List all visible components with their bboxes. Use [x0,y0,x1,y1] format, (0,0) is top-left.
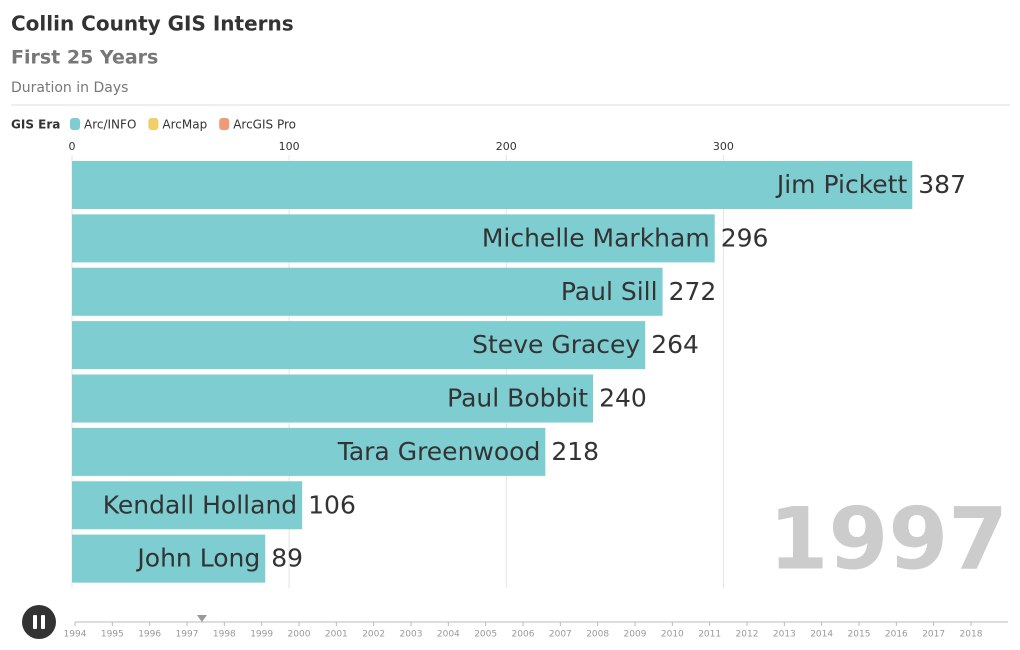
timeline-label: 2009 [624,630,647,640]
value-label: 106 [308,490,356,519]
timeline-label: 1996 [138,630,161,640]
bar [72,161,913,210]
bar [72,427,546,476]
bar [72,534,266,583]
legend-swatch [70,118,80,130]
timeline-label: 1995 [101,630,124,640]
bar-label: Tara Greenwood [337,437,541,466]
bar-label: Kendall Holland [103,490,297,519]
bar-label: Jim Pickett [775,170,908,199]
bar [72,321,646,370]
timeline-label: 1994 [64,630,87,640]
bar [72,374,594,423]
timeline-label: 1999 [250,630,273,640]
timeline-label: 1998 [213,630,236,640]
timeline-label: 2013 [773,630,796,640]
bar-label: Steve Gracey [472,330,640,359]
legend-swatch [219,118,230,130]
value-label: 296 [721,223,769,252]
legend-label: Arc/INFO [84,118,136,132]
x-tick-label: 100 [279,140,300,153]
play-circle[interactable] [22,605,56,639]
legend-label: ArcGIS Pro [233,118,296,132]
x-tick-label: 300 [713,140,734,153]
timeline-label: 2005 [474,630,497,640]
x-tick-label: 200 [496,140,517,153]
bar-label: Paul Bobbit [447,384,588,413]
timeline-label: 2007 [549,630,572,640]
timeline-label: 2011 [698,630,721,640]
timeline-label: 2012 [736,630,759,640]
timeline-label: 1997 [176,630,199,640]
pause-bar[interactable] [41,615,45,629]
bar [72,481,303,530]
legend-label: ArcMap [162,118,207,132]
timeline-label: 2000 [288,630,311,640]
value-label: 89 [271,544,303,573]
value-label: 387 [918,170,966,199]
play-button[interactable] [22,605,56,639]
legend-swatch [148,118,159,130]
value-label: 240 [599,384,647,413]
timeline-label: 2003 [400,630,423,640]
timeline-label: 2018 [960,630,983,640]
timeline-label: 2017 [922,630,945,640]
bar [72,214,715,263]
x-tick-label: 0 [69,140,76,153]
timeline-marker [196,615,207,622]
legend-title: GIS Era [11,118,60,132]
bar-label: Paul Sill [561,277,658,306]
timeline-label: 2016 [885,630,908,640]
timeline-label: 2006 [512,630,535,640]
timeline-label: 2002 [362,630,385,640]
bar [72,267,663,316]
year-watermark: 1997 [769,489,1008,589]
value-label: 264 [651,330,699,359]
value-label: 218 [551,437,599,466]
timeline-label: 2015 [848,630,871,640]
bar-label: Michelle Markham [482,223,710,252]
value-label: 272 [669,277,717,306]
pause-bar[interactable] [33,615,37,629]
chart-title: Collin County GIS Interns [11,12,294,36]
timeline-label: 2001 [325,630,348,640]
chart-subtitle: First 25 Years [11,47,158,69]
timeline-label: 2010 [661,630,684,640]
timeline-label: 2014 [810,630,833,640]
timeline-label: 2008 [586,630,609,640]
caption: Duration in Days [11,80,128,96]
bar-label: John Long [135,544,260,573]
timeline-label: 2004 [437,630,460,640]
